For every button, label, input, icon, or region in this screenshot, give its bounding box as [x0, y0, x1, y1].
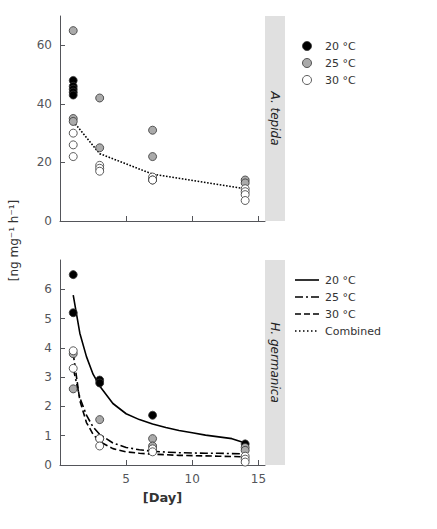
svg-text:H. germanica: H. germanica: [268, 322, 282, 403]
svg-text:2: 2: [44, 399, 52, 413]
svg-text:25 °C: 25 °C: [325, 57, 356, 70]
svg-text:40: 40: [37, 97, 52, 111]
svg-text:20 °C: 20 °C: [325, 274, 356, 287]
svg-text:A. tepida: A. tepida: [268, 90, 282, 145]
svg-text:30 °C: 30 °C: [325, 308, 356, 321]
svg-text:1: 1: [44, 429, 52, 443]
svg-text:20 °C: 20 °C: [325, 40, 356, 53]
svg-text:20: 20: [37, 155, 52, 169]
svg-text:30 °C: 30 °C: [325, 74, 356, 87]
svg-text:60: 60: [37, 38, 52, 52]
svg-text:Combined: Combined: [325, 325, 381, 338]
svg-text:4: 4: [44, 341, 52, 355]
svg-text:10: 10: [185, 472, 200, 486]
svg-text:[ng mg⁻¹ h⁻¹]: [ng mg⁻¹ h⁻¹]: [7, 200, 21, 281]
svg-text:0: 0: [44, 214, 52, 228]
svg-text:5: 5: [44, 312, 52, 326]
svg-text:[Day]: [Day]: [143, 490, 183, 505]
svg-text:0: 0: [44, 458, 52, 472]
svg-text:3: 3: [44, 370, 52, 384]
svg-text:6: 6: [44, 282, 52, 296]
svg-text:25 °C: 25 °C: [325, 291, 356, 304]
svg-text:15: 15: [251, 472, 266, 486]
svg-text:5: 5: [122, 472, 130, 486]
